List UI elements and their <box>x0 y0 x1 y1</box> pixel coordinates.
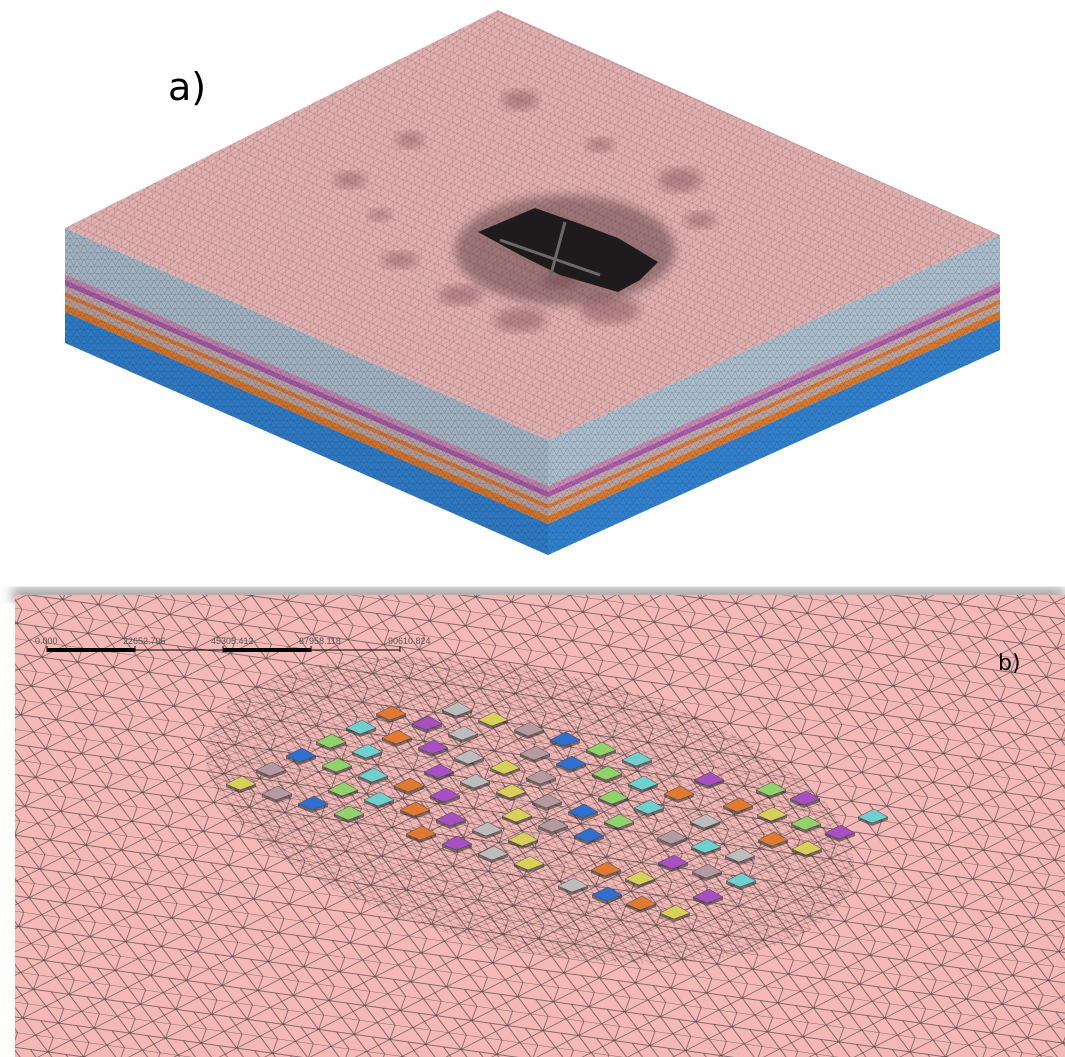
panel-label: a) <box>168 65 206 109</box>
mesh-cluster <box>684 212 716 228</box>
scale-label: 90610.824 <box>388 636 431 646</box>
mesh-cluster <box>334 172 366 188</box>
mesh-cluster <box>502 90 538 110</box>
figure: a) b) 0.000 22652.706 45305.412 67958.118 90… <box>0 0 1065 1057</box>
mesh-cluster <box>494 308 546 332</box>
scale-label: 22652.706 <box>123 636 166 646</box>
scale-label: 0.000 <box>35 636 58 646</box>
panel-label: b) <box>998 651 1021 676</box>
mesh-cluster <box>396 132 424 148</box>
scale-label: 45305.412 <box>211 636 254 646</box>
mesh-cluster <box>586 138 614 152</box>
mesh-cluster <box>368 209 392 221</box>
mesh-cluster <box>658 168 702 192</box>
mesh-cluster <box>438 285 482 305</box>
mesh-cluster <box>382 252 418 268</box>
panel-b <box>15 595 1065 1057</box>
scale-label: 67958.118 <box>299 636 341 646</box>
